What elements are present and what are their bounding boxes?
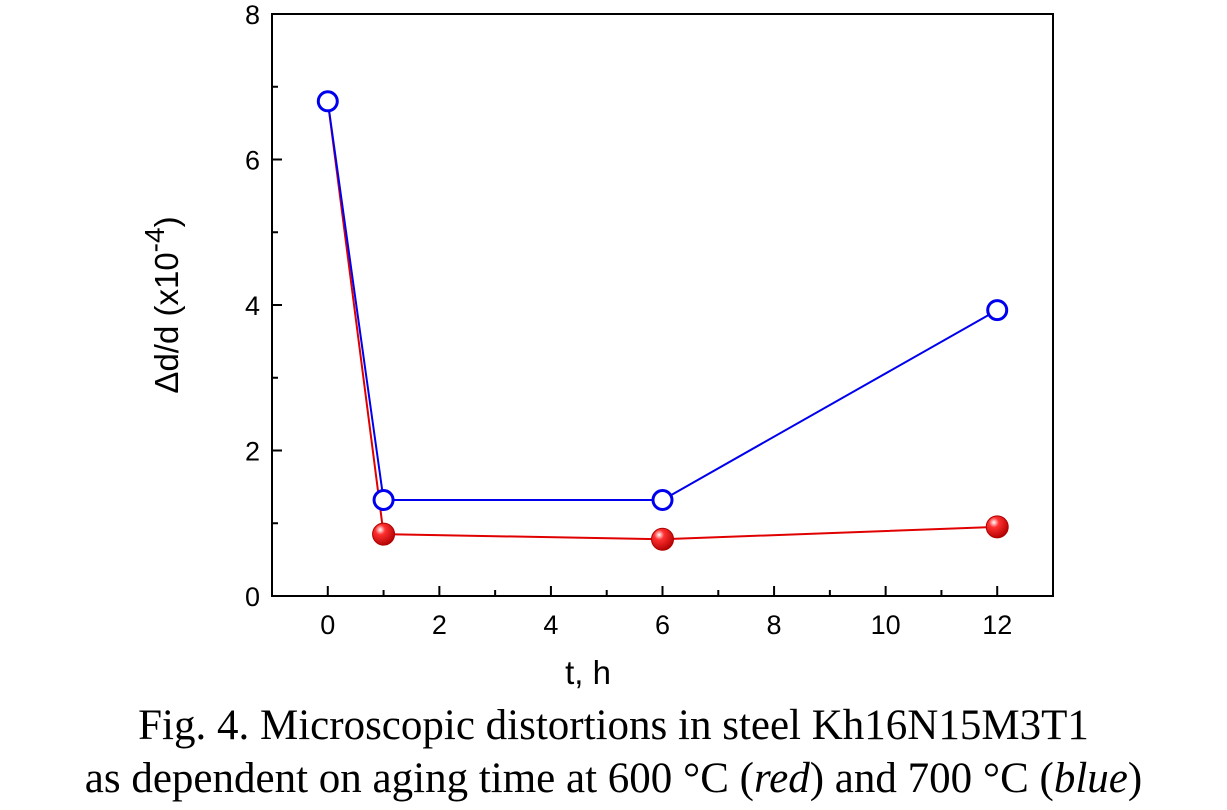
y-axis: 0 2 4 6 8	[245, 0, 282, 612]
data-point-red	[651, 527, 674, 551]
x-tick-label: 10	[871, 610, 901, 640]
y-axis-title: Δd/d (x10-4)	[139, 216, 185, 393]
data-point-blue	[316, 90, 339, 113]
figure-caption-line-2: as dependent on aging time at 600 °C (re…	[0, 757, 1227, 800]
x-tick-label: 0	[320, 610, 335, 640]
series-line-1	[326, 101, 998, 541]
data-point-blue	[651, 488, 674, 511]
x-axis: 0 2 4 6 8 10 12	[271, 586, 1054, 640]
y-tick-label: 2	[245, 437, 260, 467]
data-point-blue	[372, 488, 395, 511]
caption-text-c: )	[1127, 755, 1143, 802]
x-axis-title: t, h	[565, 654, 611, 691]
x-tick-label: 8	[767, 610, 782, 640]
caption-red-word: red	[754, 755, 810, 802]
y-tick-label: 6	[245, 146, 260, 176]
caption-blue-word: blue	[1053, 755, 1128, 802]
data-point-red	[372, 522, 396, 546]
chart: 0 2 4 6 8 10 12 0 2 4 6 8 t, h Δd/d (x10-4)	[139, 0, 1054, 691]
y-axis-title-main: Δd/d (x10	[148, 252, 185, 393]
x-tick-label: 4	[543, 610, 558, 640]
y-tick-label: 0	[245, 582, 260, 612]
y-tick-label: 8	[245, 0, 260, 30]
series-layer	[316, 90, 1009, 551]
data-point-red	[985, 515, 1009, 539]
caption-text-a: as dependent on aging time at 600 °C (	[84, 755, 754, 802]
y-axis-title-close: )	[148, 216, 185, 227]
data-point-blue	[986, 299, 1009, 322]
x-tick-label: 12	[982, 610, 1012, 640]
caption-text-b: ) and 700 °C (	[809, 755, 1054, 802]
y-tick-label: 4	[245, 291, 260, 321]
series-line-0	[326, 101, 998, 501]
figure-caption-line-1: Fig. 4. Microscopic distortions in steel…	[138, 702, 1089, 749]
x-tick-label: 6	[655, 610, 670, 640]
y-axis-title-exponent: -4	[139, 227, 170, 252]
x-tick-label: 2	[432, 610, 447, 640]
